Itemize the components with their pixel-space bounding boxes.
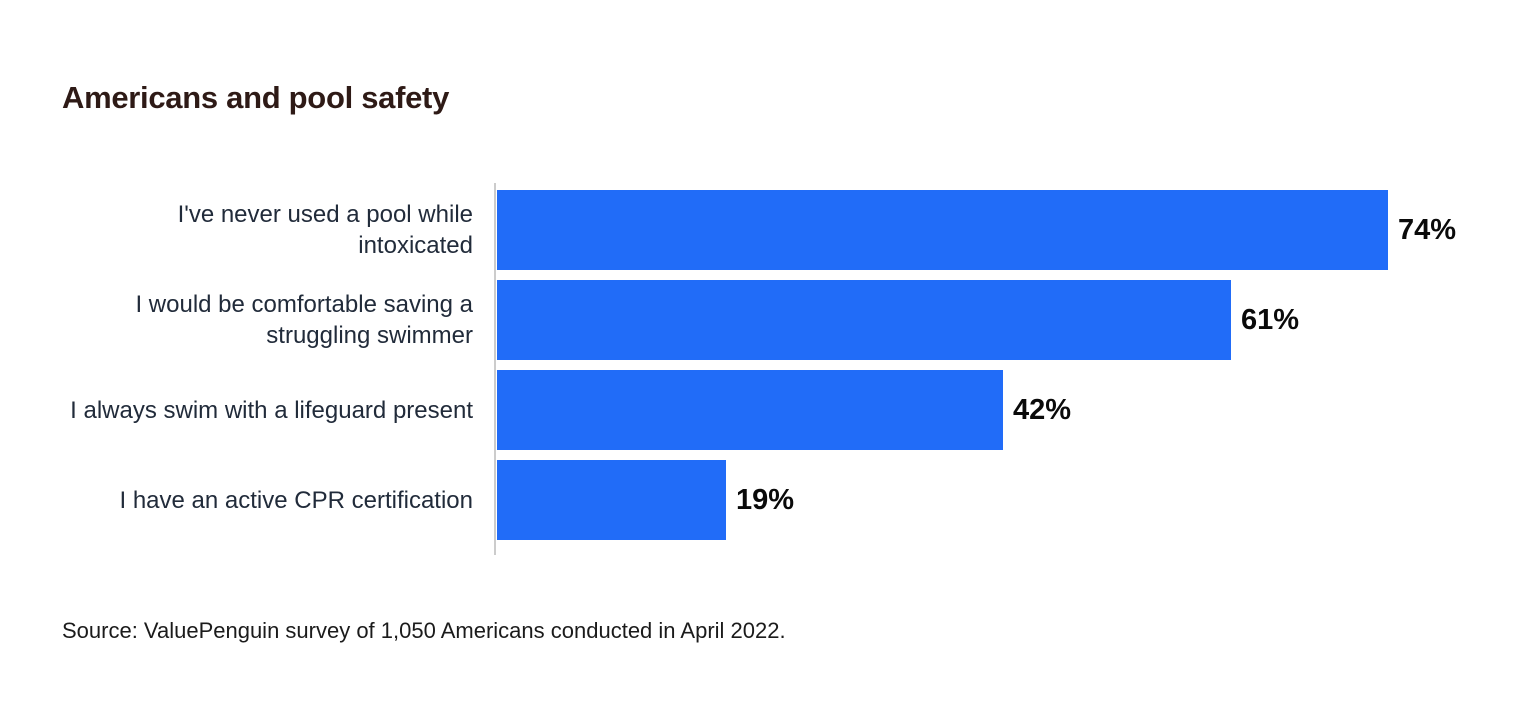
bar [497,460,726,540]
source-note: Source: ValuePenguin survey of 1,050 Ame… [62,618,786,643]
bar-track: 74% [497,190,1456,270]
chart-row: I always swim with a lifeguard present 4… [0,370,1520,450]
category-label: I've never used a pool while intoxicated [177,201,473,259]
value-label: 19% [736,483,795,516]
bar [497,190,1388,270]
chart-row: I have an active CPR certification 19% [0,460,1520,540]
y-axis-line [494,183,496,555]
bar-track: 42% [497,370,1071,450]
category-label: I would be comfortable saving a struggli… [135,291,473,349]
bar [497,370,1003,450]
chart-title: Americans and pool safety [62,80,450,115]
chart-rows: I've never used a pool while intoxicated… [0,190,1520,550]
chart-row: I would be comfortable saving a struggli… [0,280,1520,360]
bar-track: 61% [497,280,1299,360]
chart-row: I've never used a pool while intoxicated… [0,190,1520,270]
value-label: 74% [1398,213,1457,246]
value-label: 42% [1013,393,1072,426]
bar [497,280,1231,360]
value-label: 61% [1241,303,1300,336]
category-label: I have an active CPR certification [119,486,474,514]
category-label: I always swim with a lifeguard present [70,396,473,424]
bar-track: 19% [497,460,794,540]
